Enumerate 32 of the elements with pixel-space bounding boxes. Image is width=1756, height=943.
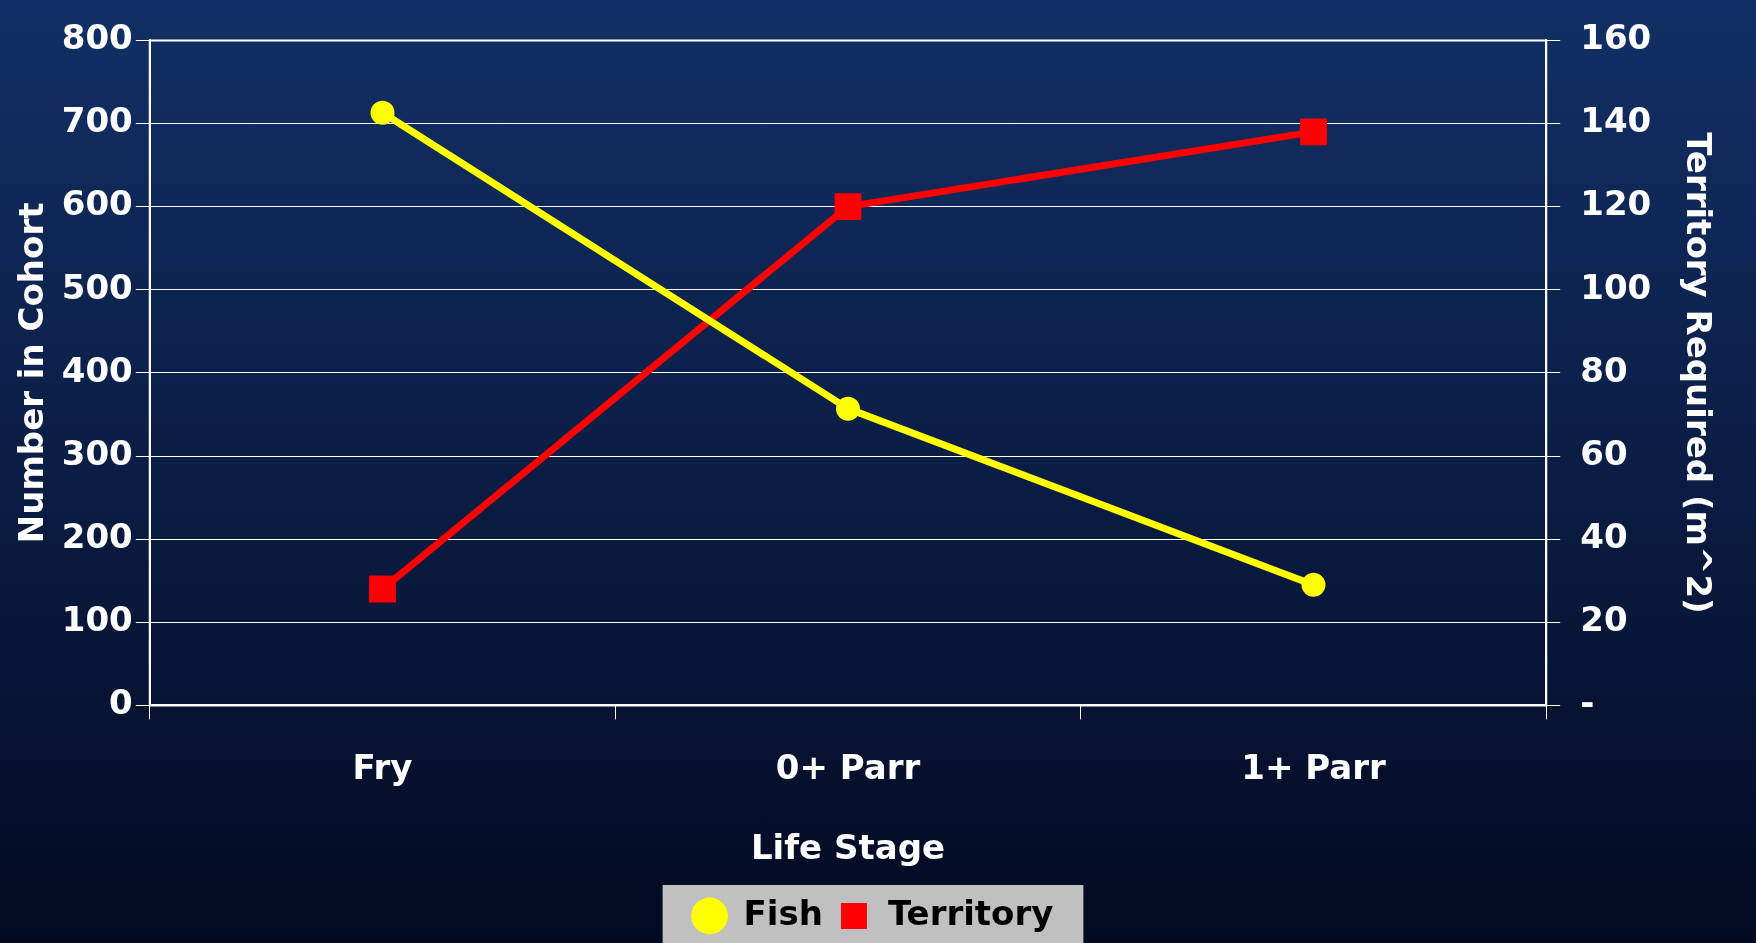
y2-tick-label: - bbox=[1580, 682, 1595, 723]
point bbox=[1300, 118, 1327, 146]
y-tick-label: 300 bbox=[61, 432, 133, 473]
y-tick-label: 0 bbox=[109, 682, 133, 723]
point bbox=[369, 575, 396, 603]
point bbox=[1301, 572, 1326, 597]
y2-tick-label: 120 bbox=[1580, 183, 1652, 224]
y-tick-label: 800 bbox=[61, 17, 133, 58]
y2-tick-label: 100 bbox=[1580, 266, 1652, 307]
y2-tick-label: 20 bbox=[1580, 599, 1628, 640]
point bbox=[836, 396, 860, 421]
y2-tick-label: 40 bbox=[1580, 515, 1628, 556]
y2-tick-label: 60 bbox=[1580, 432, 1628, 473]
x-tick-label: 0+ Parr bbox=[775, 746, 921, 787]
y2-tick-label: 160 bbox=[1580, 17, 1652, 58]
y2-tick-label: 80 bbox=[1580, 349, 1628, 390]
y2-axis-title: Territory Required (m^2) bbox=[1678, 132, 1719, 614]
y-tick-label: 500 bbox=[61, 266, 133, 307]
x-tick-label: Fry bbox=[352, 746, 413, 787]
y2-tick-label: 140 bbox=[1580, 100, 1652, 141]
y-axis-title: Number in Cohort bbox=[11, 202, 52, 544]
point bbox=[370, 100, 395, 125]
x-axis-title: Life Stage bbox=[750, 827, 946, 868]
legend-label: Territory bbox=[887, 892, 1054, 933]
y-tick-label: 700 bbox=[61, 100, 133, 141]
legend-label: Fish bbox=[743, 892, 823, 933]
x-tick-label: 1+ Parr bbox=[1241, 746, 1386, 787]
y-tick-label: 100 bbox=[61, 599, 133, 640]
y-tick-label: 200 bbox=[61, 515, 133, 556]
y-tick-label: 600 bbox=[61, 183, 133, 224]
y-tick-label: 400 bbox=[61, 349, 133, 390]
point bbox=[834, 193, 862, 221]
